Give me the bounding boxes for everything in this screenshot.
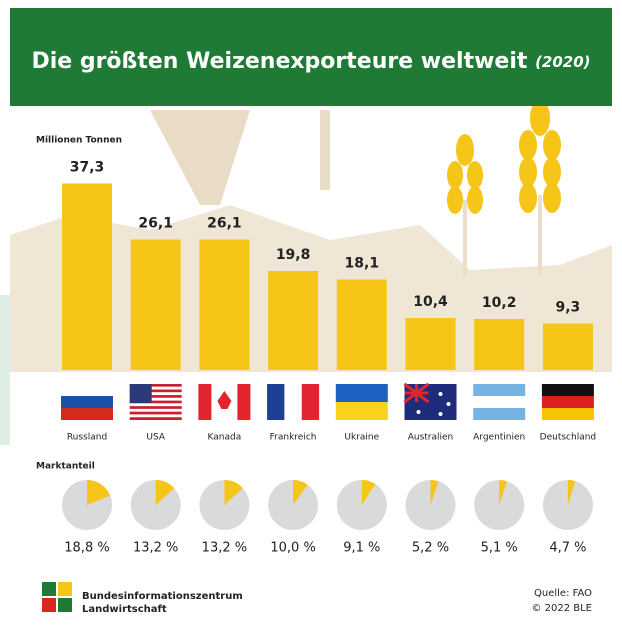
flag bbox=[61, 384, 113, 420]
flag bbox=[130, 384, 182, 420]
category-label: Australien bbox=[408, 433, 454, 443]
category-label: Russland bbox=[67, 433, 107, 443]
flag-stripe bbox=[130, 417, 182, 420]
category-label: Deutschland bbox=[540, 433, 596, 443]
category-label: USA bbox=[146, 433, 165, 443]
flag-stripe bbox=[542, 384, 594, 396]
value-label: 10,0 % bbox=[270, 541, 315, 556]
chart-title-line: Die größten Weizenexporteure weltweit (2… bbox=[31, 49, 590, 74]
flag-stripe bbox=[130, 414, 182, 417]
flag-stripe bbox=[473, 384, 525, 396]
y-axis-label: Millionen Tonnen bbox=[36, 136, 122, 146]
bar bbox=[62, 184, 112, 371]
flag-stripe bbox=[61, 408, 113, 420]
flag-stripe bbox=[336, 402, 388, 420]
flag-star bbox=[439, 412, 443, 416]
flag-stripe bbox=[284, 384, 301, 420]
bar bbox=[199, 240, 249, 371]
value-label: 5,2 % bbox=[412, 541, 449, 556]
value-label: 26,1 bbox=[207, 216, 242, 232]
source: Quelle: FAO bbox=[534, 588, 592, 599]
flag-canton bbox=[130, 384, 152, 403]
flag bbox=[267, 384, 319, 420]
flag-stripe bbox=[61, 384, 113, 396]
flag-stripe bbox=[237, 384, 250, 420]
category-label: Argentinien bbox=[473, 433, 525, 443]
bar bbox=[406, 318, 456, 370]
value-label: 18,1 bbox=[345, 256, 380, 272]
flag bbox=[542, 384, 594, 420]
chart-title: Die größten Weizenexporteure weltweit bbox=[31, 49, 527, 74]
section-label: Marktanteil bbox=[36, 462, 95, 472]
flag-star bbox=[447, 402, 451, 406]
publisher-name: Landwirtschaft bbox=[82, 604, 167, 615]
flag-star bbox=[417, 410, 421, 414]
category-label: Ukraine bbox=[344, 433, 379, 443]
flag-stripe bbox=[473, 408, 525, 420]
flag-stripe bbox=[130, 412, 182, 415]
bar bbox=[337, 280, 387, 371]
flag-stripe bbox=[130, 403, 182, 406]
flag-stripe bbox=[542, 408, 594, 420]
bar bbox=[131, 240, 181, 371]
flag bbox=[198, 384, 250, 420]
flag-stripe bbox=[336, 384, 388, 402]
value-label: 10,2 bbox=[482, 295, 517, 311]
flag-stripe bbox=[198, 384, 211, 420]
flag-jack bbox=[405, 384, 429, 402]
value-label: 9,1 % bbox=[343, 541, 380, 556]
flag-stripe bbox=[302, 384, 319, 420]
value-label: 5,1 % bbox=[481, 541, 518, 556]
value-label: 37,3 bbox=[70, 160, 105, 176]
value-label: 13,2 % bbox=[133, 541, 178, 556]
flag-stripe bbox=[130, 406, 182, 409]
value-label: 19,8 bbox=[276, 247, 311, 263]
chart-subtitle: (2020) bbox=[535, 53, 590, 71]
value-label: 13,2 % bbox=[202, 541, 247, 556]
copyright: © 2022 BLE bbox=[531, 603, 592, 614]
category-label: Frankreich bbox=[270, 433, 317, 443]
flag-stripe bbox=[473, 396, 525, 408]
publisher-name: Bundesinformationszentrum bbox=[82, 591, 243, 602]
flag-stripe bbox=[542, 396, 594, 408]
value-label: 10,4 bbox=[413, 294, 448, 310]
bar bbox=[474, 319, 524, 370]
flag bbox=[405, 384, 457, 420]
value-label: 9,3 bbox=[555, 300, 580, 316]
bar bbox=[543, 324, 593, 371]
flag-stripe bbox=[130, 409, 182, 412]
flag bbox=[473, 384, 525, 420]
category-label: Kanada bbox=[208, 433, 242, 443]
value-label: 18,8 % bbox=[64, 541, 109, 556]
bar bbox=[268, 271, 318, 370]
value-label: 4,7 % bbox=[549, 541, 586, 556]
value-label: 26,1 bbox=[138, 216, 173, 232]
flag bbox=[336, 384, 388, 420]
flag-stripe bbox=[267, 384, 284, 420]
infographic: Die größten Weizenexporteure weltweit (2… bbox=[0, 0, 622, 630]
flag-stripe bbox=[61, 396, 113, 408]
flag-star bbox=[439, 392, 443, 396]
